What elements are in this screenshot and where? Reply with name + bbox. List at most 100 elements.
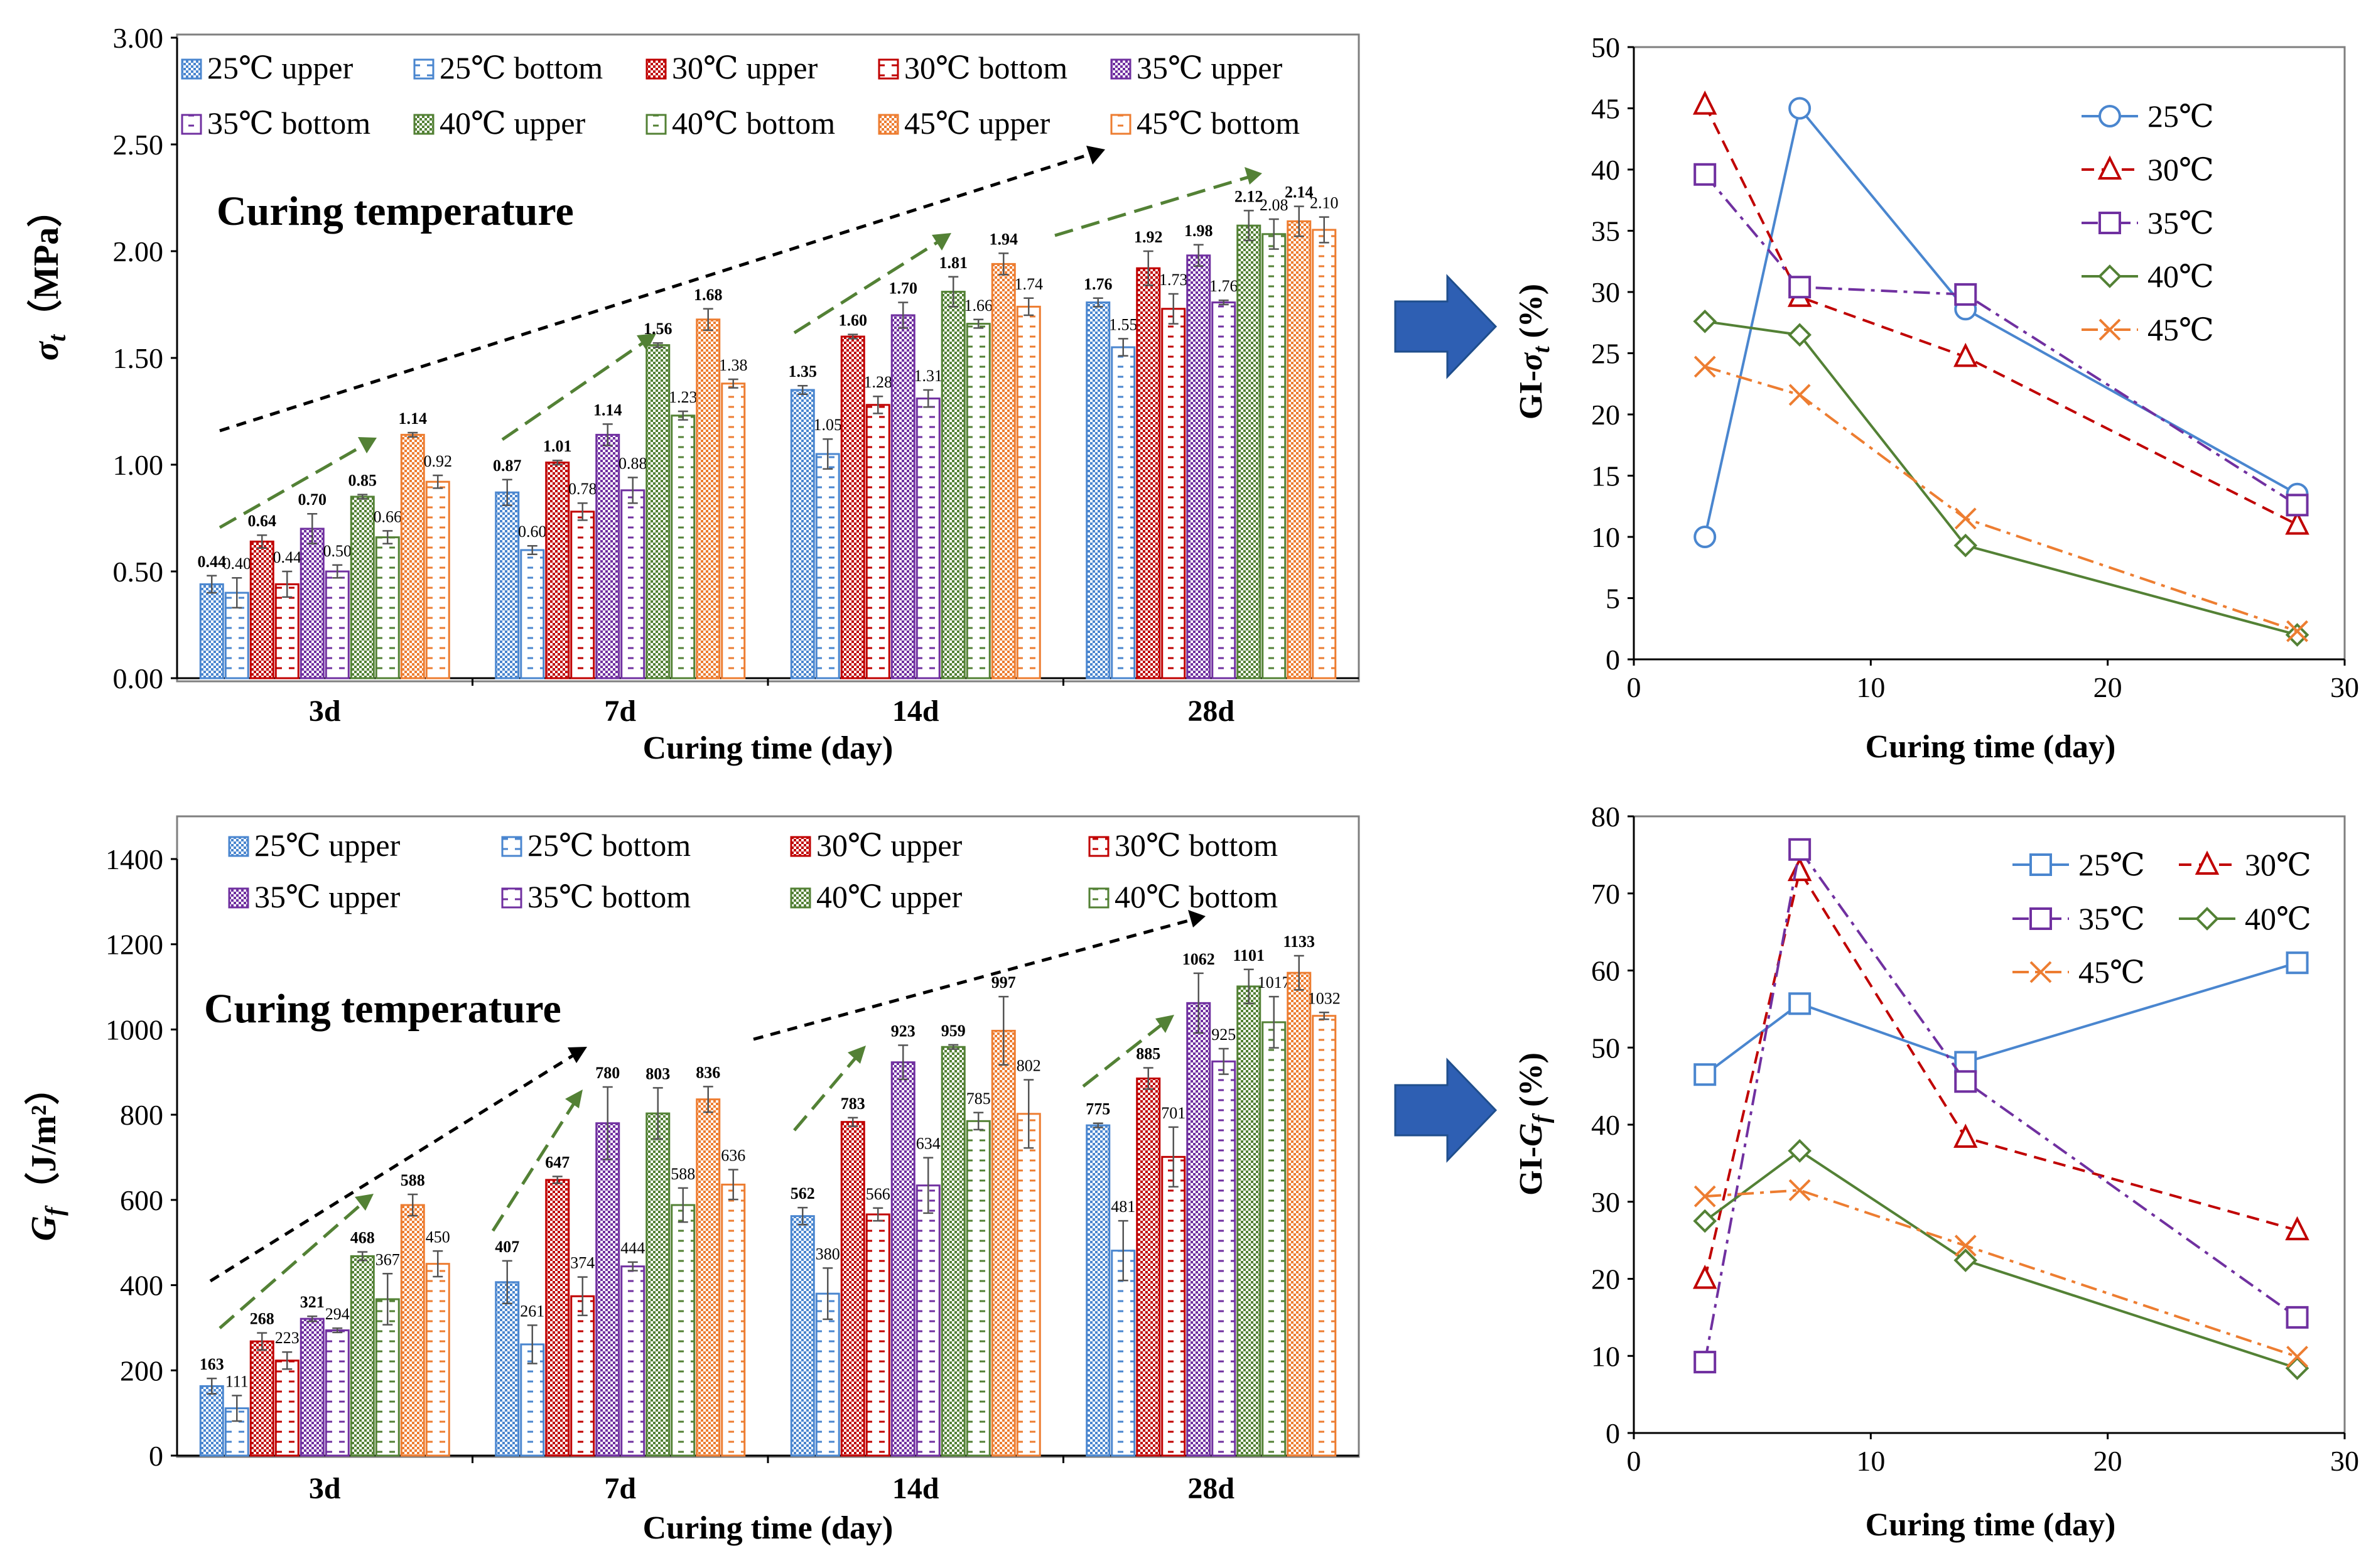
data-label: 1.60 <box>839 311 868 330</box>
marker-circle <box>1693 526 1717 548</box>
data-label: 566 <box>866 1185 890 1203</box>
bar <box>1211 301 1236 679</box>
bar <box>400 1204 425 1457</box>
marker-square <box>2098 212 2121 234</box>
y-tick-label: 5 <box>1606 583 1620 615</box>
legend-label: 35℃ <box>2078 901 2145 936</box>
data-label: 836 <box>696 1063 720 1081</box>
x-tick-label: 10 <box>1856 671 1885 703</box>
data-label: 647 <box>545 1154 570 1172</box>
y-tick-label: 20 <box>1591 1263 1620 1295</box>
bar <box>790 1215 815 1457</box>
bar <box>991 262 1016 679</box>
bar <box>300 527 325 679</box>
data-label: 1.66 <box>964 296 993 315</box>
data-label: 1.76 <box>1209 277 1238 295</box>
bar <box>400 433 425 679</box>
bar <box>274 1360 300 1457</box>
ylabel-subscript: t <box>43 333 71 342</box>
bar <box>350 1255 375 1457</box>
data-label: 1.38 <box>719 356 748 374</box>
marker-diamond <box>1693 309 1717 333</box>
data-label: 1.14 <box>593 401 622 419</box>
y-tick-label: 400 <box>120 1270 163 1302</box>
bar <box>249 1340 274 1457</box>
ylabel-unit: （MPa） <box>26 192 66 335</box>
ylabel-subscript: f <box>1528 1113 1555 1123</box>
legend-label: 30℃ upper <box>672 50 818 85</box>
bar <box>199 583 224 679</box>
marker-triangle <box>2285 1216 2309 1241</box>
legend-label: 35℃ <box>2147 205 2214 241</box>
bar <box>570 511 595 679</box>
ylabel-unit: (%) <box>1513 284 1549 347</box>
bar <box>721 1183 746 1457</box>
data-label: 775 <box>1086 1100 1110 1118</box>
data-label: 2.08 <box>1260 196 1288 214</box>
data-label: 885 <box>1136 1045 1160 1063</box>
data-label: 1017 <box>1258 973 1290 992</box>
bar <box>375 536 400 679</box>
marker-x <box>1788 1179 1811 1201</box>
marker-diamond <box>1953 1248 1978 1272</box>
marker-square <box>1693 1063 1717 1086</box>
marker-square <box>1788 992 1812 1015</box>
gi-gf-xlabel: Curing time (day) <box>1866 1507 2116 1543</box>
data-label: 2.14 <box>1285 183 1314 202</box>
bar <box>1016 1113 1041 1457</box>
marker-square <box>2286 1306 2309 1329</box>
marker-triangle <box>1692 90 1717 115</box>
legend-label: 45℃ <box>2078 954 2145 990</box>
data-label: 0.40 <box>223 554 252 573</box>
data-label: 925 <box>1211 1025 1236 1044</box>
data-label: 407 <box>495 1238 519 1256</box>
data-label: 997 <box>991 973 1016 992</box>
legend-label: 25℃ <box>2147 99 2214 134</box>
bar <box>1086 1124 1111 1457</box>
data-label: 1.23 <box>669 388 698 406</box>
y-tick-label: 45 <box>1591 93 1620 125</box>
data-label: 785 <box>966 1089 991 1108</box>
y-tick-label: 30 <box>1591 1186 1620 1218</box>
arrowhead <box>358 437 377 453</box>
data-label: 701 <box>1161 1104 1186 1122</box>
marker-x <box>2286 1346 2308 1368</box>
legend-swatch <box>181 58 202 80</box>
legend-swatch <box>228 836 249 857</box>
x-tick-label: 20 <box>2093 671 2122 703</box>
ylabel-unit: （J/m²） <box>24 1070 63 1208</box>
x-tick-label: 14d <box>892 1472 939 1505</box>
legend-swatch <box>790 836 811 857</box>
y-tick-label: 30 <box>1591 276 1620 308</box>
x-tick-label: 10 <box>1856 1445 1885 1477</box>
marker-circle <box>1788 97 1812 120</box>
data-label: 0.92 <box>424 452 453 470</box>
bar <box>1111 346 1136 679</box>
marker-x <box>1693 1185 1716 1208</box>
data-label: 1.74 <box>1015 275 1044 293</box>
series-line <box>1704 105 2298 538</box>
data-label: 780 <box>595 1064 620 1082</box>
tensile-annotation: Curing temperature <box>217 188 574 234</box>
trend-arrow-3d <box>219 1195 372 1329</box>
data-label: 0.66 <box>374 507 402 526</box>
data-label: 261 <box>520 1302 544 1320</box>
y-tick-label: 200 <box>120 1354 163 1387</box>
data-label: 444 <box>620 1239 645 1257</box>
gi-gf-panel-frame <box>1633 815 2346 1434</box>
bar <box>671 414 696 679</box>
data-label: 959 <box>941 1022 966 1040</box>
trend-arrow-14d <box>793 234 949 335</box>
arrowhead <box>1245 167 1262 185</box>
marker-diamond <box>1788 323 1812 347</box>
bar <box>495 1281 520 1457</box>
marker-triangle <box>1953 1123 1978 1148</box>
tensile-xlabel: Curing time (day) <box>643 730 894 766</box>
data-label: 268 <box>250 1310 274 1328</box>
bar <box>425 480 450 679</box>
data-label: 163 <box>200 1355 224 1373</box>
data-label: 1.70 <box>889 279 918 298</box>
data-label: 0.88 <box>618 454 647 472</box>
bar <box>570 1295 595 1457</box>
series-line <box>1704 104 2298 526</box>
